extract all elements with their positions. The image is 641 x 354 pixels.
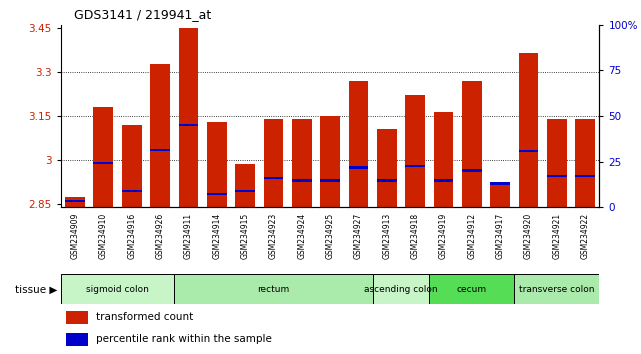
Text: GSM234912: GSM234912 — [467, 212, 476, 258]
Text: GSM234916: GSM234916 — [128, 212, 137, 259]
Bar — [292, 119, 312, 207]
Bar — [575, 119, 595, 207]
Bar — [66, 311, 88, 324]
Text: GSM234923: GSM234923 — [269, 212, 278, 259]
Text: GSM234921: GSM234921 — [553, 212, 562, 258]
Bar — [122, 125, 142, 207]
Bar — [94, 107, 113, 207]
Text: GSM234926: GSM234926 — [156, 212, 165, 259]
Text: transverse colon: transverse colon — [519, 285, 595, 294]
Bar — [433, 112, 453, 207]
Bar — [462, 81, 482, 207]
Bar — [235, 165, 255, 207]
Bar — [178, 124, 198, 126]
Bar — [575, 175, 595, 177]
Bar — [547, 119, 567, 207]
Bar — [405, 95, 425, 207]
Bar — [519, 150, 538, 153]
Bar — [263, 119, 283, 207]
Bar — [150, 149, 170, 151]
Bar — [490, 184, 510, 207]
Bar — [372, 274, 429, 304]
Bar — [174, 274, 372, 304]
Bar — [377, 179, 397, 182]
Bar — [462, 169, 482, 171]
Text: GSM234918: GSM234918 — [411, 212, 420, 258]
Bar — [61, 274, 174, 304]
Bar — [490, 182, 510, 185]
Text: GSM234915: GSM234915 — [240, 212, 249, 259]
Text: GSM234919: GSM234919 — [439, 212, 448, 259]
Text: GSM234927: GSM234927 — [354, 212, 363, 259]
Bar — [349, 166, 369, 169]
Text: GDS3141 / 219941_at: GDS3141 / 219941_at — [74, 8, 211, 21]
Bar — [66, 333, 88, 346]
Text: cecum: cecum — [457, 285, 487, 294]
Text: GSM234913: GSM234913 — [382, 212, 391, 259]
Text: GSM234924: GSM234924 — [297, 212, 306, 259]
Bar — [320, 116, 340, 207]
Text: transformed count: transformed count — [96, 312, 193, 322]
Bar — [150, 64, 170, 207]
Text: percentile rank within the sample: percentile rank within the sample — [96, 335, 272, 344]
Text: GSM234920: GSM234920 — [524, 212, 533, 259]
Bar — [207, 193, 227, 195]
Text: ascending colon: ascending colon — [364, 285, 438, 294]
Bar — [405, 165, 425, 167]
Bar — [292, 179, 312, 182]
Bar — [547, 175, 567, 177]
Text: tissue ▶: tissue ▶ — [15, 284, 58, 295]
Text: GSM234911: GSM234911 — [184, 212, 193, 258]
Bar — [377, 129, 397, 207]
Bar — [263, 177, 283, 179]
Text: GSM234917: GSM234917 — [495, 212, 504, 259]
Bar — [320, 179, 340, 182]
Text: GSM234922: GSM234922 — [581, 212, 590, 258]
Text: rectum: rectum — [257, 285, 290, 294]
Text: GSM234910: GSM234910 — [99, 212, 108, 259]
Bar — [65, 200, 85, 202]
Bar — [433, 179, 453, 182]
Text: GSM234914: GSM234914 — [212, 212, 221, 259]
Bar — [65, 197, 85, 207]
Bar — [514, 274, 599, 304]
Bar — [94, 162, 113, 164]
Text: sigmoid colon: sigmoid colon — [86, 285, 149, 294]
Text: GSM234925: GSM234925 — [326, 212, 335, 259]
Text: GSM234909: GSM234909 — [71, 212, 79, 259]
Bar — [207, 122, 227, 207]
Bar — [429, 274, 514, 304]
Bar — [349, 81, 369, 207]
Bar — [519, 53, 538, 207]
Bar — [235, 190, 255, 192]
Bar — [122, 190, 142, 192]
Bar — [178, 28, 198, 207]
